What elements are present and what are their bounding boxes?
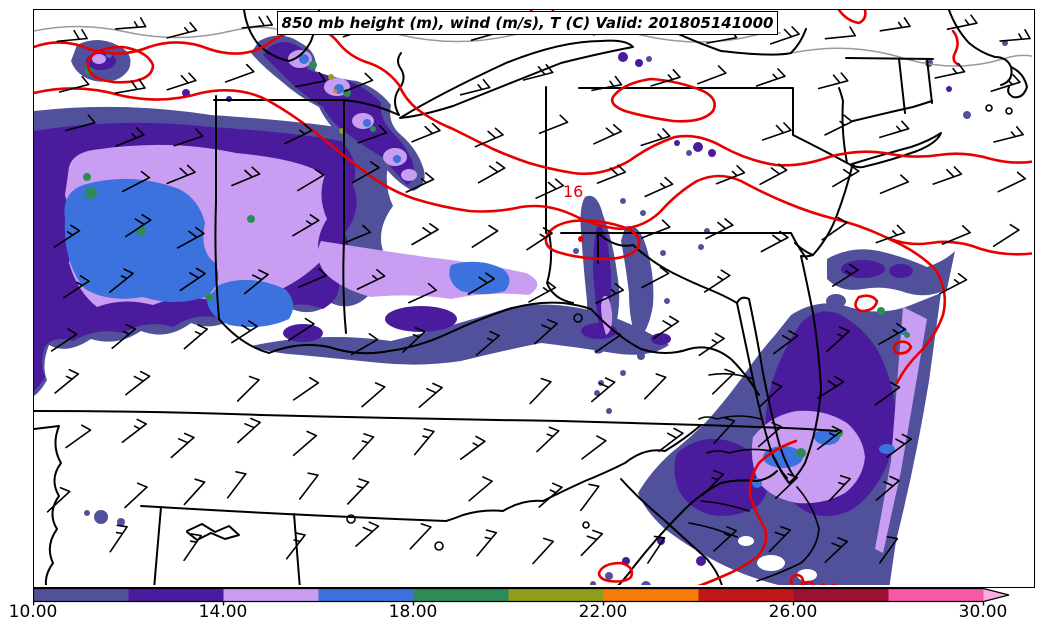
colorbar-tick-labels: 10.00 14.00 18.00 22.00 26.00 30.00 [9, 602, 1028, 628]
colorbar-tick-label: 30.00 [958, 602, 1008, 622]
contour-label-18: 18 [819, 580, 839, 585]
colorbar-tick-label: 10.00 [8, 602, 58, 622]
colorbar-tick-label: 22.00 [578, 602, 628, 622]
plot-title-text: 850 mb height (m), wind (m/s), T (C) Val… [281, 14, 774, 32]
state-boundary-layer [34, 10, 1028, 585]
temperature-fill-layer [34, 35, 1008, 585]
colorbar-tick-label: 14.00 [198, 602, 248, 622]
colorbar-tick-label: 18.00 [388, 602, 438, 622]
contour-label-layer: 16 18 [563, 182, 839, 585]
temperature-contour-layer [34, 10, 1032, 585]
colorbar-tick-label: 26.00 [768, 602, 818, 622]
weather-map-svg: 16 18 [34, 10, 1032, 585]
plot-title: 850 mb height (m), wind (m/s), T (C) Val… [277, 11, 778, 35]
colorbar [33, 588, 1010, 606]
contour-label-16: 16 [563, 182, 583, 201]
wind-barb-layer [46, 13, 1031, 565]
map-canvas: 16 18 [33, 9, 1035, 588]
